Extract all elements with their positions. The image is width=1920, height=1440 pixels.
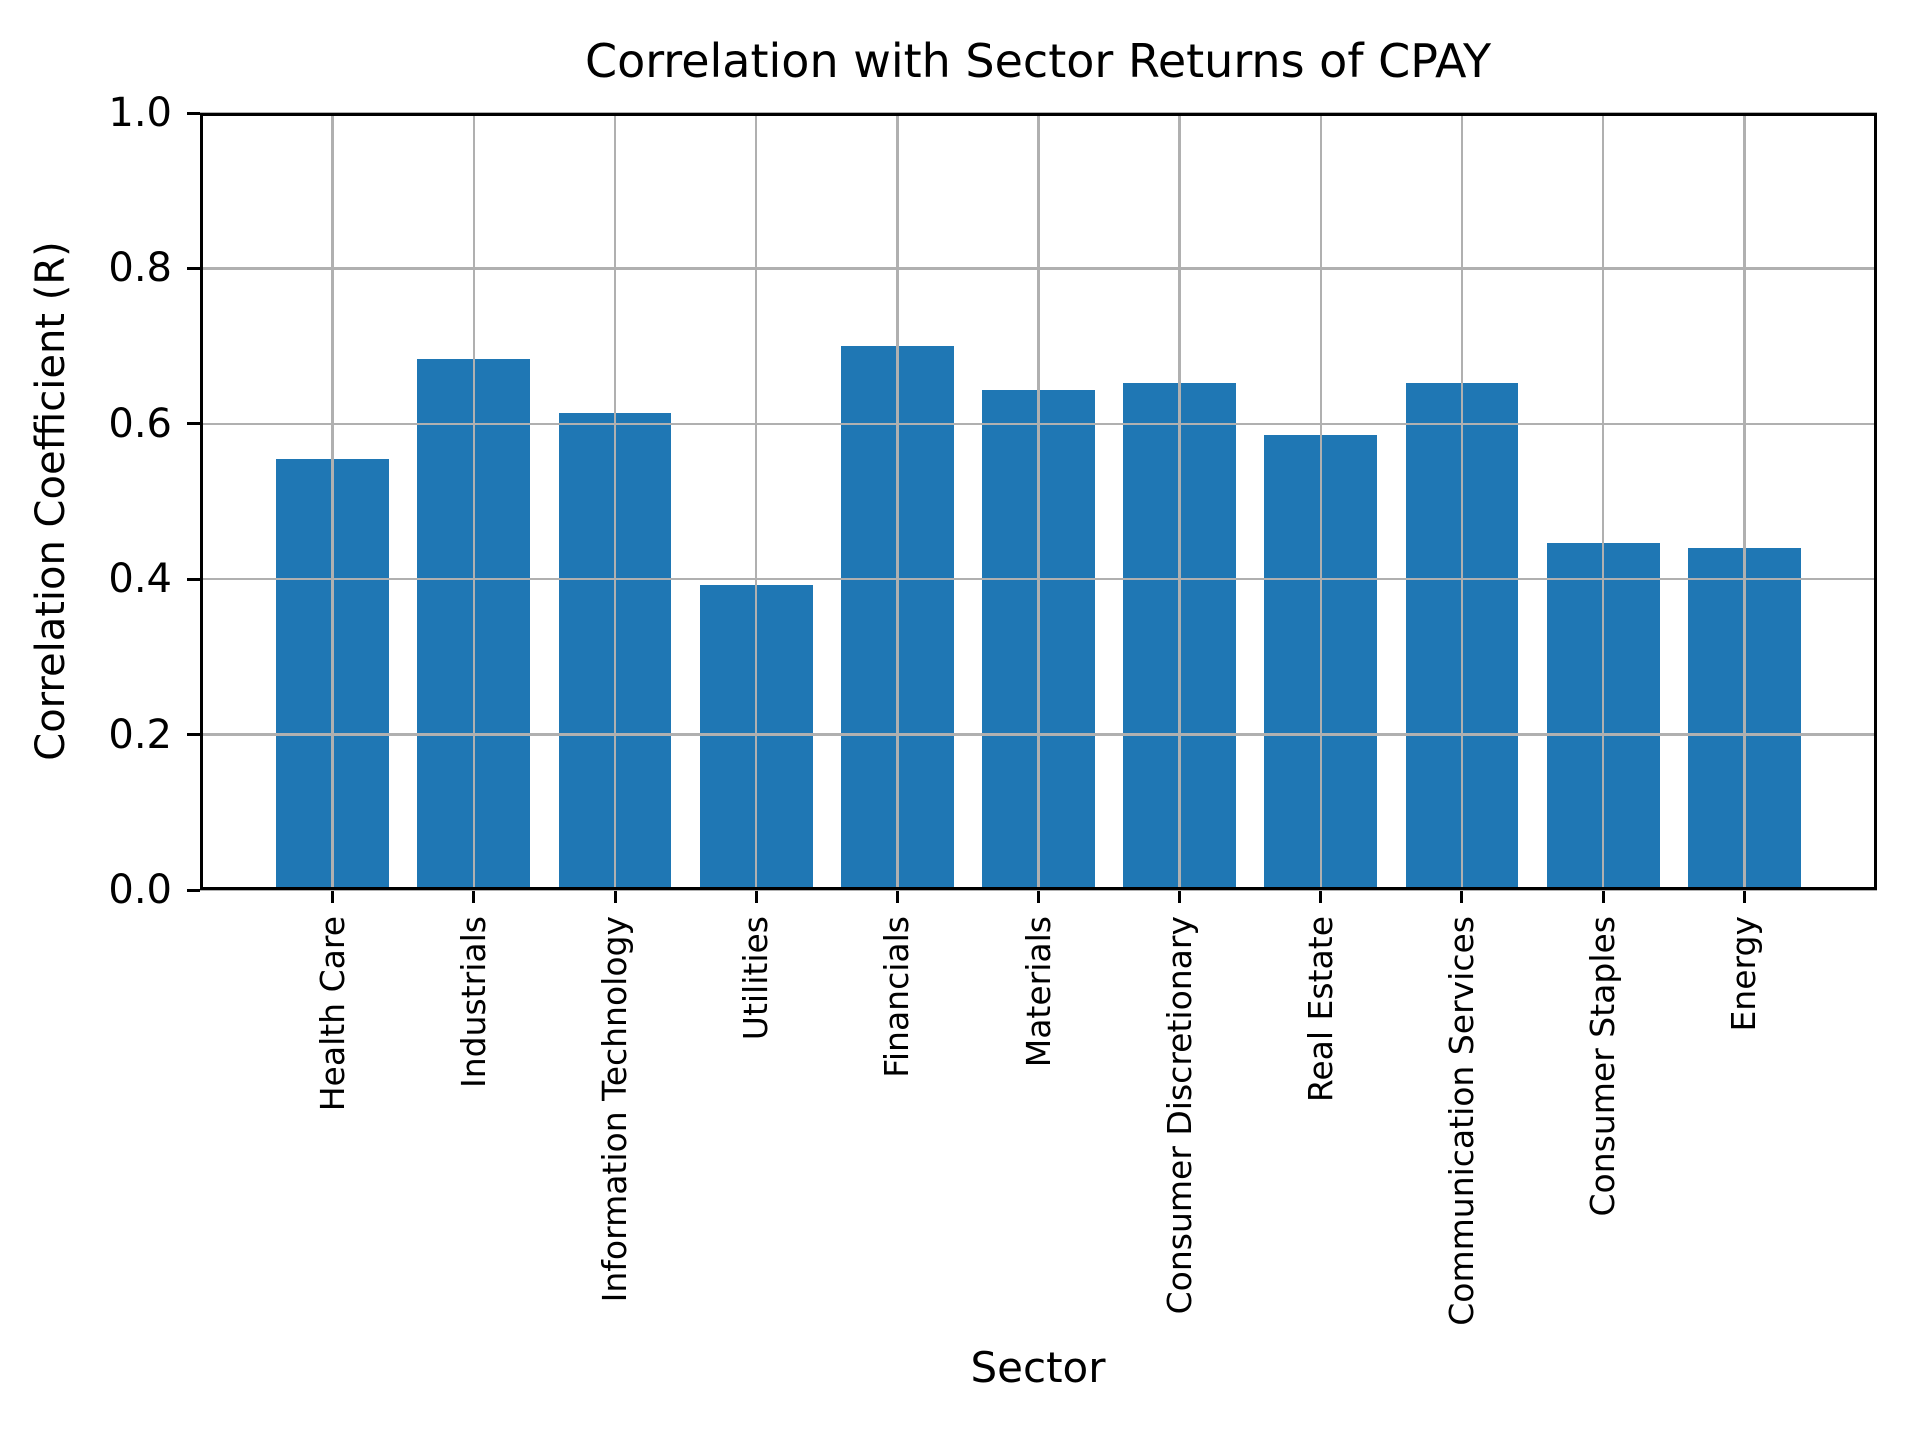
x-gridline-health-care — [331, 113, 334, 890]
x-gridline-utilities — [754, 113, 758, 890]
x-tick-label: Real Estate — [1300, 916, 1340, 1103]
x-tick-label: Communication Services — [1442, 916, 1482, 1326]
x-tick-mark-information-technology — [613, 890, 617, 903]
x-gridline-materials — [1037, 113, 1040, 890]
x-tick-mark-real-estate — [1319, 890, 1323, 903]
y-tick-mark-0.6 — [187, 422, 200, 426]
chart-title: Correlation with Sector Returns of CPAY — [584, 34, 1492, 88]
x-tick-label: Utilities — [736, 916, 776, 1041]
y-tick-label: 0.8 — [108, 245, 172, 292]
x-tick-label: Consumer Staples — [1583, 916, 1623, 1217]
y-tick-mark-0.4 — [187, 577, 200, 581]
x-tick-label: Health Care — [312, 916, 352, 1112]
y-tick-mark-0.2 — [187, 733, 200, 737]
x-tick-mark-health-care — [331, 890, 335, 903]
y-tick-label: 1.0 — [108, 90, 172, 136]
x-gridline-energy — [1743, 113, 1746, 890]
y-tick-label: 0.6 — [108, 400, 172, 447]
y-tick-mark-0.0 — [187, 888, 200, 892]
x-gridline-communication-services — [1460, 113, 1464, 890]
x-tick-mark-materials — [1037, 890, 1040, 903]
x-tick-label: Consumer Discretionary — [1159, 916, 1199, 1315]
x-gridline-consumer-discretionary — [1178, 113, 1181, 890]
y-tick-label: 0.0 — [108, 867, 172, 913]
x-gridline-consumer-staples — [1601, 113, 1605, 890]
x-tick-mark-industrials — [472, 890, 476, 903]
x-tick-mark-consumer-staples — [1601, 890, 1605, 903]
y-axis-label: Correlation Coefficient (R) — [28, 241, 74, 761]
x-tick-label: Energy — [1724, 916, 1764, 1032]
x-gridline-real-estate — [1319, 113, 1323, 890]
plot-area — [200, 111, 1877, 892]
x-gridline-financials — [896, 113, 899, 890]
grid-layer — [200, 111, 1877, 892]
x-tick-label: Industrials — [453, 916, 493, 1088]
x-gridline-industrials — [472, 113, 476, 890]
x-axis-label: Sector — [970, 1343, 1106, 1392]
y-gridline-0.0 — [200, 888, 1877, 892]
x-tick-mark-energy — [1742, 890, 1746, 903]
x-tick-mark-financials — [895, 890, 899, 903]
y-tick-label: 0.2 — [108, 711, 172, 758]
y-tick-label: 0.4 — [108, 556, 172, 603]
x-tick-mark-consumer-discretionary — [1178, 890, 1182, 903]
x-tick-mark-communication-services — [1460, 890, 1464, 903]
y-tick-mark-1.0 — [187, 111, 200, 115]
x-tick-label: Materials — [1018, 916, 1058, 1068]
x-tick-label: Financials — [877, 916, 917, 1078]
x-tick-mark-utilities — [754, 890, 758, 903]
x-gridline-information-technology — [613, 113, 617, 890]
y-tick-mark-0.8 — [187, 266, 200, 270]
x-tick-label: Information Technology — [595, 916, 635, 1303]
